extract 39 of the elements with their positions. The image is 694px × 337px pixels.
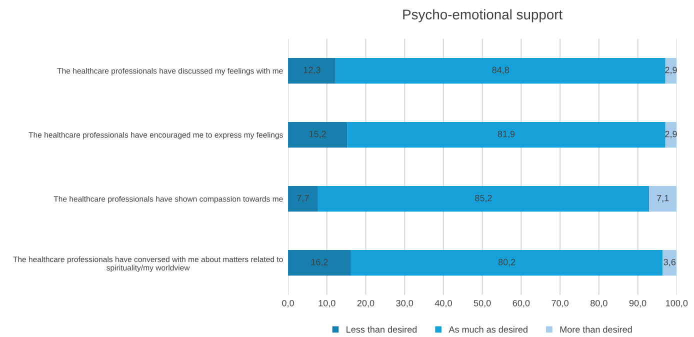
- data-label: 15,2: [309, 130, 326, 138]
- x-tick-label: 0,0: [282, 300, 294, 308]
- bar: [350, 250, 663, 276]
- x-tick-label: 30,0: [396, 300, 414, 308]
- x-tick-label: 40,0: [434, 300, 452, 308]
- data-label: 2,9: [665, 66, 677, 74]
- x-tick-label: 10,0: [318, 300, 336, 308]
- data-label: 12,3: [304, 66, 320, 74]
- x-tick-label: 70,0: [552, 300, 568, 308]
- data-label: 81,9: [498, 130, 515, 138]
- chart-title: Psycho-emotional support: [403, 9, 563, 22]
- legend-label: Less than desired: [346, 326, 417, 333]
- x-tick-label: 90,0: [629, 300, 646, 308]
- x-tick-label: 50,0: [474, 300, 491, 308]
- bar: [288, 250, 351, 276]
- legend-label: As much as desired: [448, 326, 528, 333]
- data-label: 7,1: [657, 194, 669, 202]
- data-label: 3,6: [664, 258, 676, 266]
- bar: [318, 186, 650, 212]
- x-tick-label: 100,0: [666, 300, 688, 308]
- data-label: 84,8: [492, 66, 509, 74]
- x-tick-label: 20,0: [357, 300, 374, 308]
- data-label: 85,2: [475, 194, 492, 202]
- bar: [288, 58, 336, 84]
- data-label: 16,2: [311, 258, 328, 266]
- bar: [649, 186, 677, 212]
- bar: [336, 58, 666, 84]
- data-label: 80,2: [498, 258, 516, 266]
- bar: [347, 122, 666, 148]
- data-label: 7,7: [297, 194, 309, 202]
- bar: [288, 122, 348, 148]
- bar: [665, 122, 677, 148]
- legend-label: More than desired: [560, 326, 632, 333]
- bar: [662, 250, 677, 276]
- x-tick-label: 60,0: [512, 300, 530, 308]
- bar: [288, 186, 318, 212]
- x-tick-label: 80,0: [590, 300, 608, 308]
- data-label: 2,9: [665, 130, 677, 138]
- bar: [665, 58, 677, 84]
